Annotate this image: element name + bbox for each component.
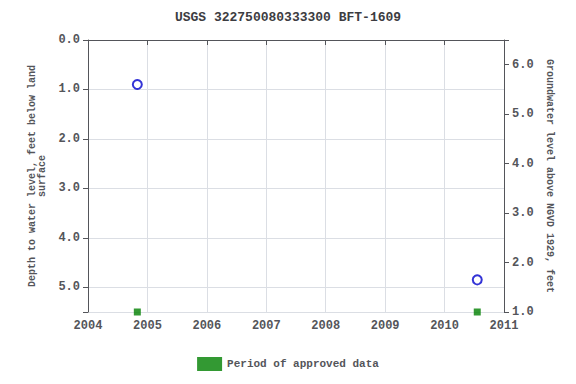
svg-text:3.0: 3.0 xyxy=(58,181,80,195)
svg-text:4.0: 4.0 xyxy=(512,157,534,171)
svg-text:6.0: 6.0 xyxy=(512,58,534,72)
svg-text:Period of approved data: Period of approved data xyxy=(227,358,379,370)
svg-text:2010: 2010 xyxy=(430,319,459,333)
svg-text:5.0: 5.0 xyxy=(512,107,534,121)
svg-text:2.0: 2.0 xyxy=(58,132,80,146)
svg-text:1.0: 1.0 xyxy=(512,305,534,319)
svg-text:2011: 2011 xyxy=(490,319,519,333)
svg-text:0.0: 0.0 xyxy=(58,33,80,47)
svg-text:Groundwater level above NGVD 1: Groundwater level above NGVD 1929, feet xyxy=(544,59,555,293)
svg-text:Depth to water level, feet bel: Depth to water level, feet below land xyxy=(27,65,38,287)
svg-text:USGS 322750080333300 BFT-1609: USGS 322750080333300 BFT-1609 xyxy=(175,10,401,25)
svg-text:4.0: 4.0 xyxy=(58,231,80,245)
svg-text:3.0: 3.0 xyxy=(512,206,534,220)
svg-text:2007: 2007 xyxy=(252,319,281,333)
svg-text:surface: surface xyxy=(37,155,48,197)
svg-text:1.0: 1.0 xyxy=(58,82,80,96)
svg-text:2006: 2006 xyxy=(192,319,221,333)
svg-text:5.0: 5.0 xyxy=(58,280,80,294)
svg-text:2.0: 2.0 xyxy=(512,256,534,270)
svg-text:2008: 2008 xyxy=(311,319,340,333)
svg-text:2004: 2004 xyxy=(74,319,103,333)
svg-text:2005: 2005 xyxy=(133,319,162,333)
svg-text:2009: 2009 xyxy=(371,319,400,333)
